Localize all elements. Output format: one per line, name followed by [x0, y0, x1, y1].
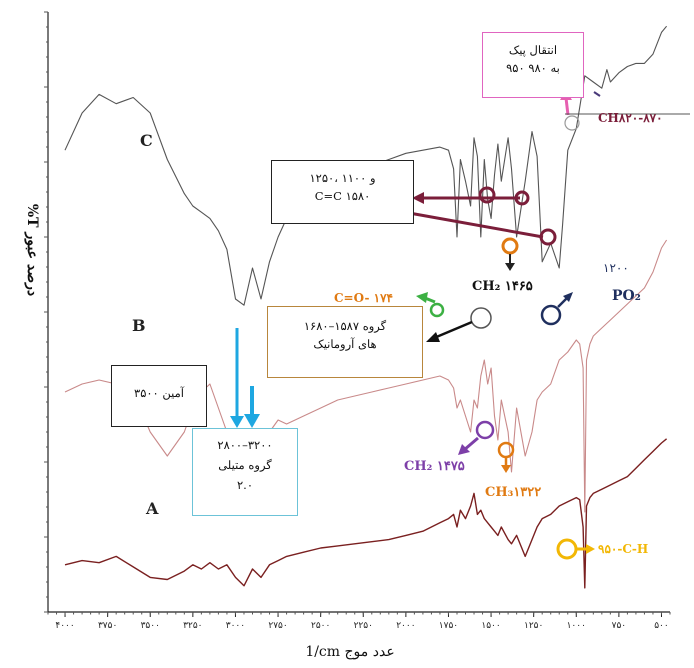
series-line-b: [64, 239, 668, 513]
y-axis-label: %T درصد عبور: [24, 204, 40, 296]
cc-box-line1: ۱۲۵۰، ۱۱۰۰ و: [309, 171, 376, 185]
arrowhead-co: [416, 292, 428, 303]
arrowhead-methyl-2: [244, 414, 260, 428]
cc-box-line2: C=C ۱۵۸۰: [314, 189, 371, 204]
arrowhead-ch2-1465: [505, 263, 515, 271]
x-tick-label: ۱۷۵۰: [439, 621, 458, 631]
marker-ch3-1322: [497, 441, 515, 459]
x-ticks: ۴۰۰۰ ۳۷۵۰ ۳۵۰۰ ۳۲۵۰ ۳۰۰۰ ۲۷۵۰ ۲۵۰۰ ۲۲۵۰ ۲۰۰۰ ۱۷۵۰…: [47, 612, 671, 631]
label-ch2-1475: CH₂ ۱۴۷۵: [404, 459, 465, 474]
arrowhead-ch-950: [586, 544, 595, 554]
x-tick-label: ۳۷۵۰: [98, 621, 117, 631]
arrowhead-aromatic: [426, 332, 440, 342]
series-line-a: [64, 438, 668, 589]
arrow-aromatic: [433, 320, 473, 340]
curve-label-a: A: [145, 499, 159, 518]
curve-label-b: B: [132, 316, 146, 335]
label-co: C=O- ۱۷۴: [334, 291, 393, 305]
methyl-box: ۲۸۰۰–۳۲۰۰ گروه متیلی ۲.۰: [192, 428, 298, 516]
x-tick-label: ۱۰۰۰: [567, 621, 586, 631]
methyl-box-line3: ۲.۰: [236, 478, 253, 493]
arrowhead-methyl-1: [230, 416, 244, 428]
peak-shift-line1: انتقال پیک: [508, 43, 558, 57]
label-ch3-1322: CH₃۱۳۲۲: [485, 485, 541, 500]
marker-ch-950: [556, 538, 578, 560]
x-tick-label: ۲۷۵۰: [268, 621, 287, 631]
aromatic-box: ۱۶۸۰–۱۵۸۷ گروه های آرومانیک: [267, 306, 423, 378]
arrow-ch2-1475: [463, 436, 479, 452]
x-tick-label: ۲۲۵۰: [354, 621, 373, 631]
marker-ch-820: [564, 115, 580, 131]
marker-cc-2: [514, 190, 530, 206]
arrowhead-po2: [563, 292, 573, 302]
x-tick-label: ۱۵۰۰: [481, 621, 500, 631]
marker-po2: [540, 304, 562, 326]
aromatic-box-line1: ۱۶۸۰–۱۵۸۷ گروه: [303, 319, 387, 333]
x-tick-label: ۴۰۰۰: [55, 621, 74, 631]
label-ch-820: CH۸۲۰-۸۷۰: [598, 111, 663, 125]
y-ticks: [44, 11, 48, 613]
label-po2-formula: PO₂: [612, 288, 641, 304]
methyl-box-line2: گروه متیلی: [218, 458, 272, 473]
arrowhead-ch2-1475: [458, 444, 470, 455]
label-ch2-1465: CH₂ ۱۴۶۵: [472, 279, 533, 294]
curve-label-c: C: [140, 131, 153, 150]
amine-box: ۳۵۰۰ آمین: [111, 365, 207, 427]
arrow-ch-820: [593, 91, 601, 97]
marker-aromatic: [470, 307, 492, 329]
x-tick-label: ۳۲۵۰: [183, 621, 202, 631]
label-ch-950: ۹۵۰-C-H: [598, 542, 648, 556]
marker-cc-3: [539, 228, 557, 246]
label-po2-value: ۱۲۰۰: [603, 261, 629, 275]
x-tick-label: ۳۰۰۰: [226, 621, 245, 631]
amine-box-label: ۳۵۰۰ آمین: [134, 386, 184, 400]
marker-cc-1: [478, 186, 496, 204]
peak-shift-line2: ۹۵۰ به ۹۸۰: [506, 61, 560, 76]
arrowhead-ch3-1322: [501, 465, 511, 473]
arrow-cc-lower: [397, 209, 544, 239]
x-tick-label: ۳۵۰۰: [141, 621, 160, 631]
x-tick-label: ۱۲۵۰: [524, 621, 543, 631]
marker-co: [429, 302, 445, 318]
peak-shift-box: انتقال پیک ۹۵۰ به ۹۸۰: [482, 32, 584, 98]
aromatic-box-line2: های آرومانیک: [313, 337, 377, 352]
marker-ch2-1475: [475, 420, 495, 440]
x-tick-label: ۲۰۰۰: [396, 621, 415, 631]
x-tick-label: ۵۰۰: [654, 621, 669, 631]
arrow-peak-shift: [564, 97, 570, 116]
x-axis-label: 1/cm عدد موج: [305, 644, 394, 660]
annotation-markers: [230, 90, 690, 560]
marker-ch2-1465: [501, 237, 519, 255]
cc-box: ۱۲۵۰، ۱۱۰۰ و C=C ۱۵۸۰: [271, 160, 414, 224]
arrowhead-cc-upper: [412, 192, 424, 204]
x-tick-label: ۷۵۰: [612, 621, 627, 631]
x-tick-label: ۲۵۰۰: [311, 621, 330, 631]
methyl-box-line1: ۲۸۰۰–۳۲۰۰: [217, 438, 273, 452]
